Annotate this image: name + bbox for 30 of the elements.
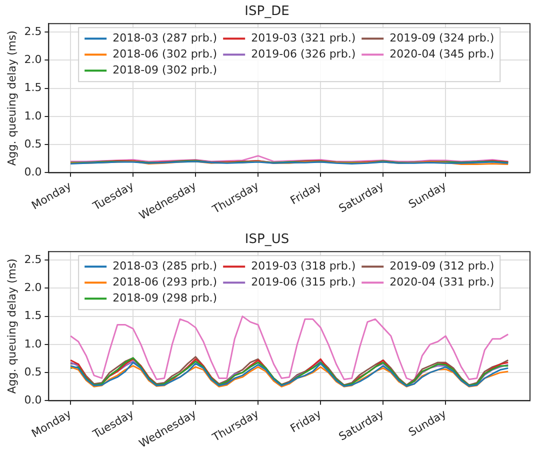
legend-label: 2019-06 (315 prb.) — [251, 275, 356, 288]
legend-label: 2018-09 (298 prb.) — [112, 291, 218, 304]
legend-label: 2020-04 (331 prb.) — [390, 275, 494, 288]
y-tick-label: 1.5 — [24, 309, 42, 322]
y-tick-label: 2.5 — [24, 252, 42, 266]
y-tick-label: 2.0 — [24, 281, 42, 294]
y-tick-label: 0.0 — [24, 166, 42, 179]
legend-label: 2018-09 (302 prb.) — [112, 63, 218, 76]
legend-label: 2019-03 (321 prb.) — [251, 31, 356, 44]
chart-title: ISP_DE — [244, 4, 290, 20]
legend-label: 2019-09 (312 prb.) — [390, 259, 494, 272]
y-tick-label: 1.0 — [24, 109, 42, 122]
y-tick-label: 0.5 — [24, 365, 42, 378]
y-axis-title: Agg. queuing delay (ms) — [5, 30, 18, 166]
y-tick-label: 0.5 — [24, 137, 42, 150]
y-tick-label: 1.0 — [24, 337, 42, 350]
y-tick-label: 2.0 — [24, 53, 42, 66]
y-tick-label: 2.5 — [24, 24, 42, 38]
legend-label: 2018-03 (285 prb.) — [112, 259, 218, 272]
legend-label: 2020-04 (345 prb.) — [390, 47, 494, 60]
legend-label: 2018-03 (287 prb.) — [112, 31, 218, 44]
legend-label: 2019-03 (318 prb.) — [251, 259, 356, 272]
legend-label: 2018-06 (302 prb.) — [112, 47, 218, 60]
y-axis-title: Agg. queuing delay (ms) — [5, 258, 18, 394]
y-tick-label: 0.0 — [24, 394, 42, 407]
legend-label: 2019-09 (324 prb.) — [390, 31, 494, 44]
legend-label: 2018-06 (293 prb.) — [112, 275, 218, 288]
chart-title: ISP_US — [244, 232, 290, 248]
y-tick-label: 1.5 — [24, 81, 42, 94]
legend-label: 2019-06 (326 prb.) — [251, 47, 356, 60]
